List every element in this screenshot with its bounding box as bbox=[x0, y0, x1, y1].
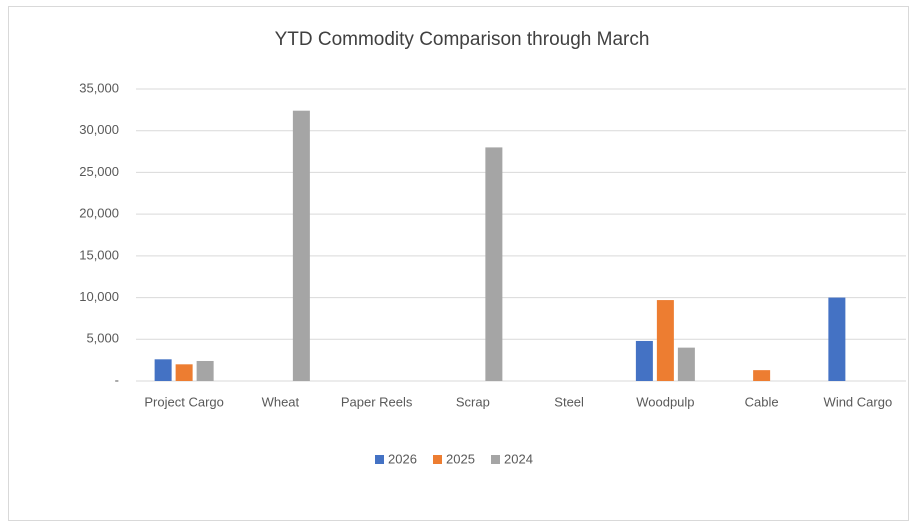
chart-title: YTD Commodity Comparison through March bbox=[275, 29, 650, 50]
bar bbox=[677, 347, 695, 381]
bar bbox=[196, 360, 214, 381]
x-tick-label: Wind Cargo bbox=[824, 394, 893, 409]
bar bbox=[154, 359, 172, 381]
bar bbox=[635, 340, 653, 381]
y-tick-label: 5,000 bbox=[86, 331, 119, 346]
y-tick-label: 25,000 bbox=[79, 164, 119, 179]
x-tick-label: Scrap bbox=[456, 394, 490, 409]
y-tick-label: 30,000 bbox=[79, 122, 119, 137]
bar bbox=[656, 300, 674, 381]
y-tick-label: 20,000 bbox=[79, 206, 119, 221]
legend-label: 2025 bbox=[446, 451, 475, 466]
y-tick-label: 35,000 bbox=[79, 80, 119, 95]
legend-swatch bbox=[433, 455, 442, 464]
chart-border bbox=[8, 6, 909, 521]
bar bbox=[175, 364, 193, 381]
y-tick-label: - bbox=[115, 372, 119, 387]
x-tick-label: Woodpulp bbox=[636, 394, 694, 409]
legend-label: 2024 bbox=[504, 451, 533, 466]
legend-swatch bbox=[375, 455, 384, 464]
y-tick-label: 15,000 bbox=[79, 247, 119, 262]
x-tick-label: Cable bbox=[745, 394, 779, 409]
y-tick-label: 10,000 bbox=[79, 289, 119, 304]
bar bbox=[753, 370, 771, 381]
x-tick-label: Wheat bbox=[262, 394, 300, 409]
bar bbox=[485, 147, 503, 381]
legend-swatch bbox=[491, 455, 500, 464]
x-tick-label: Project Cargo bbox=[144, 394, 223, 409]
x-tick-label: Steel bbox=[554, 394, 584, 409]
bar bbox=[292, 110, 310, 381]
x-tick-label: Paper Reels bbox=[341, 394, 413, 409]
bar bbox=[828, 297, 846, 381]
legend-label: 2026 bbox=[388, 451, 417, 466]
